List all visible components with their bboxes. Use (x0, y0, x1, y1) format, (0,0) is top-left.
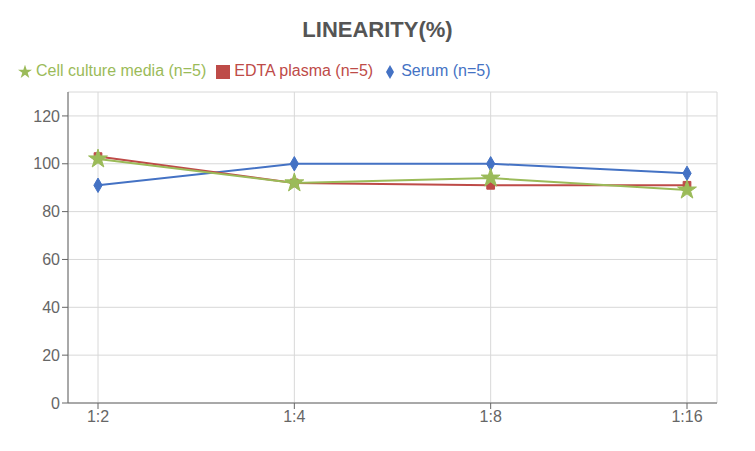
svg-text:80: 80 (42, 203, 60, 220)
svg-text:20: 20 (42, 347, 60, 364)
svg-text:1:8: 1:8 (480, 408, 502, 425)
svg-text:60: 60 (42, 251, 60, 268)
svg-text:0: 0 (51, 395, 60, 412)
svg-text:1:16: 1:16 (671, 408, 702, 425)
html-text:EDTA plasma (n=5): EDTA plasma (n=5) (234, 62, 374, 79)
svg-text:40: 40 (42, 299, 60, 316)
svg-text:120: 120 (33, 108, 60, 125)
html-text:Cell culture media (n=5): Cell culture media (n=5) (36, 62, 207, 79)
html-text:LINEARITY(%): LINEARITY(%) (302, 17, 453, 42)
svg-text:1:4: 1:4 (283, 408, 305, 425)
html-text:Serum (n=5): Serum (n=5) (401, 62, 491, 79)
svg-text:1:2: 1:2 (87, 408, 109, 425)
svg-text:100: 100 (33, 155, 60, 172)
